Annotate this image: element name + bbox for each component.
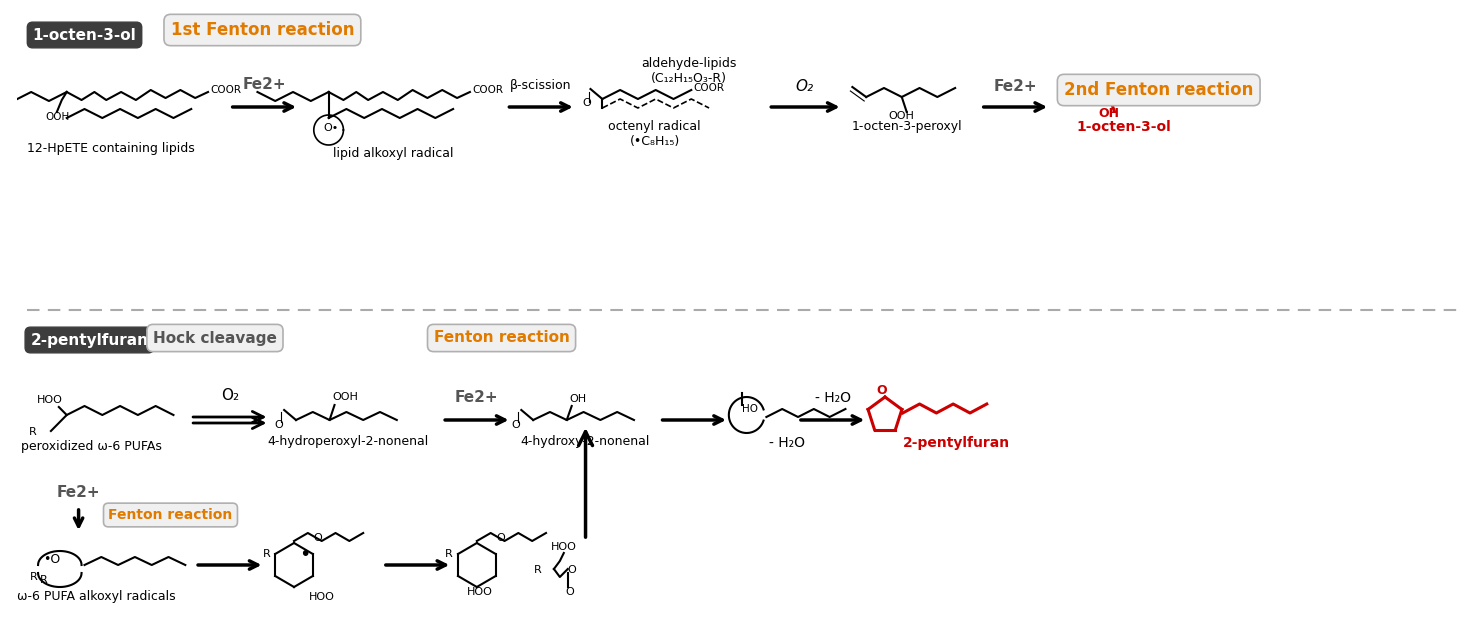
- Text: OH: OH: [1098, 107, 1120, 120]
- Text: O: O: [313, 533, 322, 543]
- Text: O: O: [582, 98, 591, 108]
- Text: Fenton reaction: Fenton reaction: [109, 508, 232, 522]
- Text: 2-pentylfuran: 2-pentylfuran: [31, 332, 148, 348]
- Text: O: O: [566, 587, 575, 597]
- Text: 2-pentylfuran: 2-pentylfuran: [903, 436, 1010, 450]
- Text: O•: O•: [323, 123, 338, 133]
- Text: O: O: [567, 565, 576, 575]
- Text: R: R: [31, 572, 38, 582]
- Text: aldehyde-lipids
(C₁₂H₁₅O₃-R): aldehyde-lipids (C₁₂H₁₅O₃-R): [641, 57, 736, 85]
- Text: O₂: O₂: [795, 79, 814, 94]
- Text: R: R: [40, 575, 49, 585]
- Text: O₂: O₂: [220, 388, 238, 403]
- Text: 1st Fenton reaction: 1st Fenton reaction: [171, 21, 354, 39]
- Text: HO: HO: [742, 404, 757, 414]
- Text: octenyl radical
(•C₈H₁₅): octenyl radical (•C₈H₁₅): [609, 120, 701, 148]
- Text: 1-octen-3-ol: 1-octen-3-ol: [1076, 120, 1172, 134]
- Text: O: O: [275, 420, 284, 430]
- Text: 4-hydroperoxyl-2-nonenal: 4-hydroperoxyl-2-nonenal: [268, 435, 429, 448]
- Text: •: •: [298, 545, 310, 564]
- Text: 1-octen-3-peroxyl: 1-octen-3-peroxyl: [851, 120, 961, 133]
- Text: OOH: OOH: [46, 112, 69, 122]
- Text: OOH: OOH: [332, 392, 359, 402]
- Text: COOR: COOR: [472, 85, 503, 95]
- Text: R: R: [29, 427, 37, 437]
- Text: O: O: [876, 384, 888, 397]
- Text: 2nd Fenton reaction: 2nd Fenton reaction: [1064, 81, 1254, 99]
- Text: COOR: COOR: [210, 85, 241, 95]
- Text: R: R: [534, 565, 542, 575]
- Text: 1-octen-3-ol: 1-octen-3-ol: [32, 28, 137, 42]
- Text: OH: OH: [570, 394, 587, 404]
- Text: Hock cleavage: Hock cleavage: [153, 331, 276, 346]
- Text: 4-hydroxy-2-nonenal: 4-hydroxy-2-nonenal: [520, 435, 650, 448]
- Text: β-scission: β-scission: [510, 79, 572, 92]
- Text: Fe2+: Fe2+: [243, 77, 287, 92]
- Text: COOR: COOR: [694, 83, 725, 93]
- Text: 12-HpETE containing lipids: 12-HpETE containing lipids: [28, 142, 196, 155]
- Text: O: O: [497, 533, 506, 543]
- Text: OOH: OOH: [889, 111, 914, 121]
- Text: peroxidized ω-6 PUFAs: peroxidized ω-6 PUFAs: [21, 440, 162, 453]
- Text: HOO: HOO: [467, 587, 492, 597]
- Text: R: R: [262, 549, 270, 559]
- Text: lipid alkoxyl radical: lipid alkoxyl radical: [332, 147, 453, 160]
- Text: O: O: [512, 420, 520, 430]
- Text: Fenton reaction: Fenton reaction: [434, 331, 569, 346]
- Text: HOO: HOO: [309, 592, 335, 602]
- Text: Fe2+: Fe2+: [57, 485, 100, 500]
- Text: - H₂O: - H₂O: [769, 436, 806, 450]
- Text: - H₂O: - H₂O: [814, 391, 851, 405]
- Text: ω-6 PUFA alkoxyl radicals: ω-6 PUFA alkoxyl radicals: [18, 590, 176, 603]
- Text: Fe2+: Fe2+: [994, 79, 1038, 94]
- Text: Fe2+: Fe2+: [456, 390, 498, 405]
- Text: HOO: HOO: [37, 395, 63, 405]
- Text: HOO: HOO: [551, 542, 576, 552]
- Text: R: R: [445, 549, 453, 559]
- Text: •O: •O: [43, 553, 60, 566]
